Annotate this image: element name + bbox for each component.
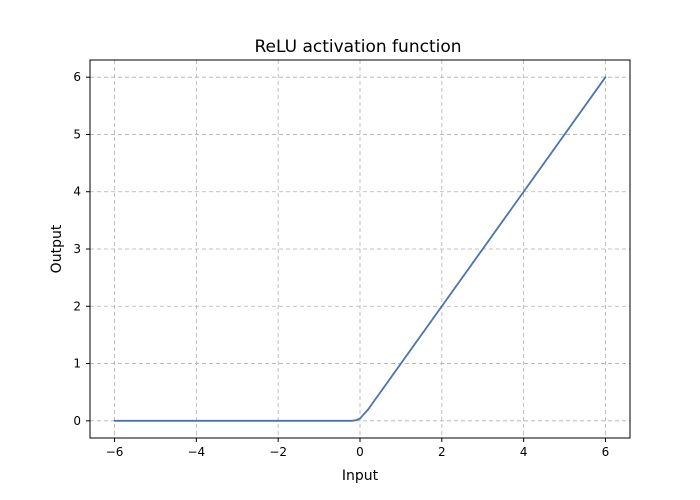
x-tick-label: 2 [438, 445, 446, 459]
x-axis-ticks: −6 −4 −2 0 2 4 6 [106, 438, 610, 459]
y-tick-label: 2 [73, 299, 81, 313]
y-tick-label: 4 [73, 185, 81, 199]
x-tick-label: 0 [356, 445, 364, 459]
x-axis-label: Input [342, 468, 379, 484]
y-axis-ticks: 0 1 2 3 4 5 6 [73, 70, 90, 428]
x-tick-label: 4 [520, 445, 528, 459]
y-tick-label: 5 [73, 127, 81, 141]
y-tick-label: 6 [73, 70, 81, 84]
y-tick-label: 0 [73, 414, 81, 428]
grid-lines [90, 60, 630, 438]
relu-series-line [113, 76, 607, 422]
y-axis-label: Output [49, 224, 65, 273]
y-tick-label: 3 [73, 242, 81, 256]
y-tick-label: 1 [73, 357, 81, 371]
x-tick-label: −2 [269, 445, 287, 459]
series-layer [113, 76, 607, 422]
x-tick-label: −6 [106, 445, 124, 459]
x-tick-label: −4 [188, 445, 206, 459]
chart-title: ReLU activation function [254, 37, 461, 57]
x-tick-label: 6 [602, 445, 610, 459]
